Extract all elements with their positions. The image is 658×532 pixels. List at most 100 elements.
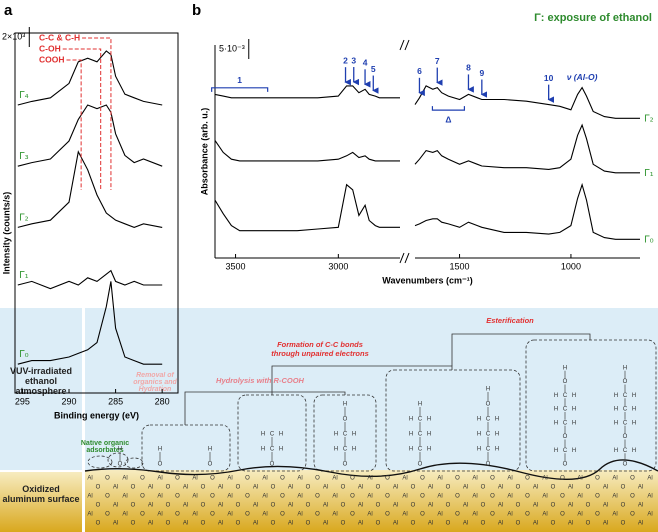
atom: C — [563, 420, 568, 426]
lattice-atom: Al — [253, 485, 258, 491]
lattice-atom: O — [131, 521, 136, 527]
lattice-atom: Al — [148, 503, 153, 509]
lattice-atom: Al — [612, 476, 617, 482]
lattice-atom: Al — [533, 503, 538, 509]
annotation: 3 — [351, 55, 356, 65]
atom: C — [343, 432, 348, 438]
process-text: Removal of organics and Hydration — [133, 372, 177, 393]
lattice-atom: O — [245, 512, 250, 518]
lattice-atom: Al — [323, 521, 328, 527]
lattice-atom: Al — [542, 494, 547, 500]
lattice-atom: O — [586, 521, 591, 527]
lattice-atom: O — [350, 512, 355, 518]
lattice-atom: Al — [472, 476, 477, 482]
lattice-atom: Al — [367, 512, 372, 518]
axis-break — [399, 252, 410, 264]
lattice-atom: O — [96, 503, 101, 509]
atom: O — [623, 379, 628, 385]
lattice-atom: Al — [393, 521, 398, 527]
atom: H — [261, 447, 265, 453]
lattice-atom: O — [341, 503, 346, 509]
lattice-atom: Al — [113, 485, 118, 491]
connector — [451, 333, 591, 366]
lattice-atom: O — [490, 494, 495, 500]
lattice-atom: Al — [472, 494, 477, 500]
atom: H — [632, 448, 636, 454]
connector — [271, 365, 453, 395]
atom: C — [623, 420, 628, 426]
lattice-atom: O — [306, 503, 311, 509]
atom: H — [572, 407, 576, 413]
spectrum-line — [17, 104, 163, 167]
atom: C — [563, 407, 568, 413]
lattice-atom: O — [140, 476, 145, 482]
atom: O — [623, 434, 628, 440]
lattice-atom: Al — [647, 494, 652, 500]
lattice-atom: O — [280, 494, 285, 500]
process-label: Esterification — [486, 316, 534, 325]
lattice-atom: O — [455, 494, 460, 500]
lattice-atom: Al — [498, 521, 503, 527]
lattice-atom: Al — [87, 512, 92, 518]
process-text: Esterification — [486, 316, 534, 325]
lattice-atom: O — [175, 512, 180, 518]
lattice-atom: Al — [402, 494, 407, 500]
lattice-atom: O — [551, 503, 556, 509]
groups — [87, 339, 657, 472]
lattice-atom: O — [420, 476, 425, 482]
scale-bar-label: 5·10⁻³ — [219, 43, 245, 53]
process-label: Formation of C-C bonds through unpaired … — [271, 340, 369, 358]
lattice-atom: Al — [647, 512, 652, 518]
lattice-atom: Al — [183, 485, 188, 491]
annotation: Δ — [445, 114, 451, 124]
lattice-atom: Al — [288, 521, 293, 527]
panel-label: b — [192, 2, 201, 19]
lattice-atom: Al — [428, 503, 433, 509]
atom: C — [486, 432, 491, 438]
y-axis-label: Absorbance (arb. u.) — [199, 108, 209, 196]
lattice-atom: O — [551, 521, 556, 527]
annotation: 7 — [435, 56, 440, 66]
lattice-atom: Al — [218, 485, 223, 491]
annotation-bracket — [211, 87, 269, 92]
lattice-atom: Al — [533, 521, 538, 527]
lattice-atom: Al — [428, 521, 433, 527]
lattice-atom: Al — [393, 503, 398, 509]
lattice-atom: Al — [428, 485, 433, 491]
lattice-atom: O — [446, 485, 451, 491]
lattice-atom: Al — [253, 521, 258, 527]
lattice-atom: Al — [402, 476, 407, 482]
lattice-atom: Al — [568, 503, 573, 509]
lattice-atom: Al — [402, 512, 407, 518]
lattice-atom: O — [350, 494, 355, 500]
lattice-atom: O — [455, 476, 460, 482]
lattice-atom: Al — [332, 494, 337, 500]
lattice-atom: O — [271, 485, 276, 491]
lattice-atom: O — [306, 521, 311, 527]
lattice-atom: O — [376, 485, 381, 491]
lattice-atom: O — [481, 485, 486, 491]
surface-area — [85, 470, 658, 532]
lattice-atom: O — [166, 521, 171, 527]
atom: H — [409, 447, 413, 453]
atmosphere-area — [85, 308, 658, 472]
lattice-atom: O — [481, 503, 486, 509]
spectrum-line — [214, 183, 400, 232]
atom: H — [118, 447, 122, 453]
atom: H — [495, 447, 499, 453]
atom: H — [409, 417, 413, 423]
lattice-atom: Al — [568, 485, 573, 491]
atom: O — [158, 462, 163, 468]
x-axis-label: Binding energy (eV) — [54, 410, 139, 420]
lattice-atom: O — [341, 521, 346, 527]
lattice-atom: O — [271, 503, 276, 509]
atom: H — [158, 447, 162, 453]
x-tick-label: 1000 — [561, 261, 581, 271]
atom: H — [572, 393, 576, 399]
series-label: Γ₂ — [644, 113, 654, 124]
lattice-atom: Al — [183, 521, 188, 527]
spectrum-line — [414, 85, 640, 119]
lattice-atom: O — [385, 512, 390, 518]
lattice-atom: O — [411, 521, 416, 527]
